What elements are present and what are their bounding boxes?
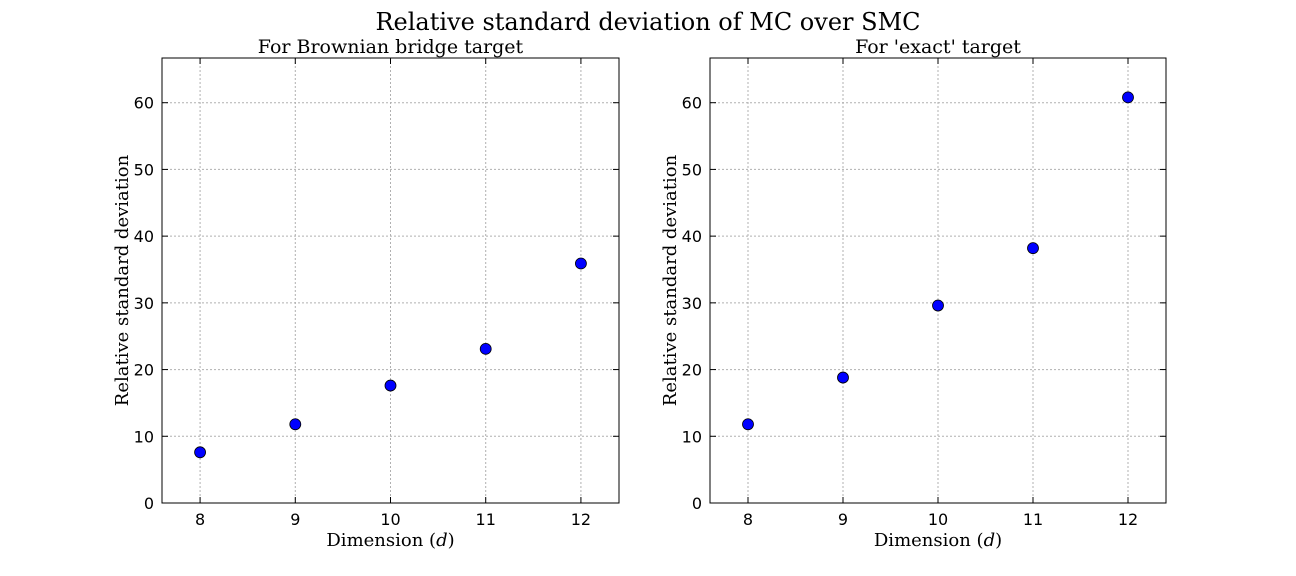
right-x-tick-label: 8 [743, 510, 753, 529]
left-data-point [194, 446, 206, 459]
right-y-tick-label: 0 [692, 494, 702, 513]
right-y-tick-label: 60 [682, 94, 702, 113]
left-x-axis-label: Dimension (d) [326, 530, 454, 551]
left-y-tick-label: 50 [134, 160, 154, 179]
right-x-tick-label: 10 [928, 510, 948, 529]
right-data-point [742, 418, 754, 431]
right-x-tick-label: 9 [838, 510, 848, 529]
right-x-tick-label: 11 [1023, 510, 1043, 529]
right-data-point [1027, 242, 1039, 255]
left-plot-title: For Brownian bridge target [258, 36, 524, 58]
right-y-tick-label: 40 [682, 227, 702, 246]
left-y-axis-label: Relative standard deviation [112, 154, 133, 406]
left-plot: For Brownian bridge target 8 9 10 11 12 0 10 20… [112, 36, 620, 551]
right-x-axis-label: Dimension (d) [874, 530, 1002, 551]
left-y-tick-label: 30 [134, 294, 154, 313]
left-x-tick-label: 12 [571, 510, 591, 529]
left-data-point [575, 257, 587, 270]
right-x-tick-label: 12 [1118, 510, 1138, 529]
right-data-point [1122, 91, 1134, 104]
right-y-tick-label: 30 [682, 294, 702, 313]
right-y-tick-label: 20 [682, 361, 702, 380]
left-x-tick-label: 11 [476, 510, 496, 529]
right-plot: For 'exact' target 8 9 10 11 12 0 10 20 30 40 50 60… [660, 36, 1167, 551]
left-y-tick-label: 20 [134, 361, 154, 380]
left-data-point [289, 418, 302, 431]
left-y-tick-label: 60 [134, 94, 154, 113]
left-x-tick-label: 9 [290, 510, 300, 529]
right-data-point [837, 371, 849, 384]
right-plot-title: For 'exact' target [855, 36, 1021, 58]
right-data-point [932, 299, 944, 312]
left-y-tick-label: 0 [144, 494, 154, 513]
left-y-tick-label: 40 [134, 227, 154, 246]
right-y-axis-label: Relative standard deviation [660, 154, 681, 406]
left-data-point [479, 342, 492, 355]
right-y-tick-label: 10 [682, 427, 702, 446]
left-y-tick-label: 10 [134, 427, 154, 446]
left-x-tick-label: 8 [195, 510, 205, 529]
left-data-point [384, 379, 397, 392]
left-x-tick-label: 10 [380, 510, 400, 529]
figure-title: Relative standard deviation of MC over S… [375, 8, 920, 36]
right-y-tick-label: 50 [682, 160, 702, 179]
